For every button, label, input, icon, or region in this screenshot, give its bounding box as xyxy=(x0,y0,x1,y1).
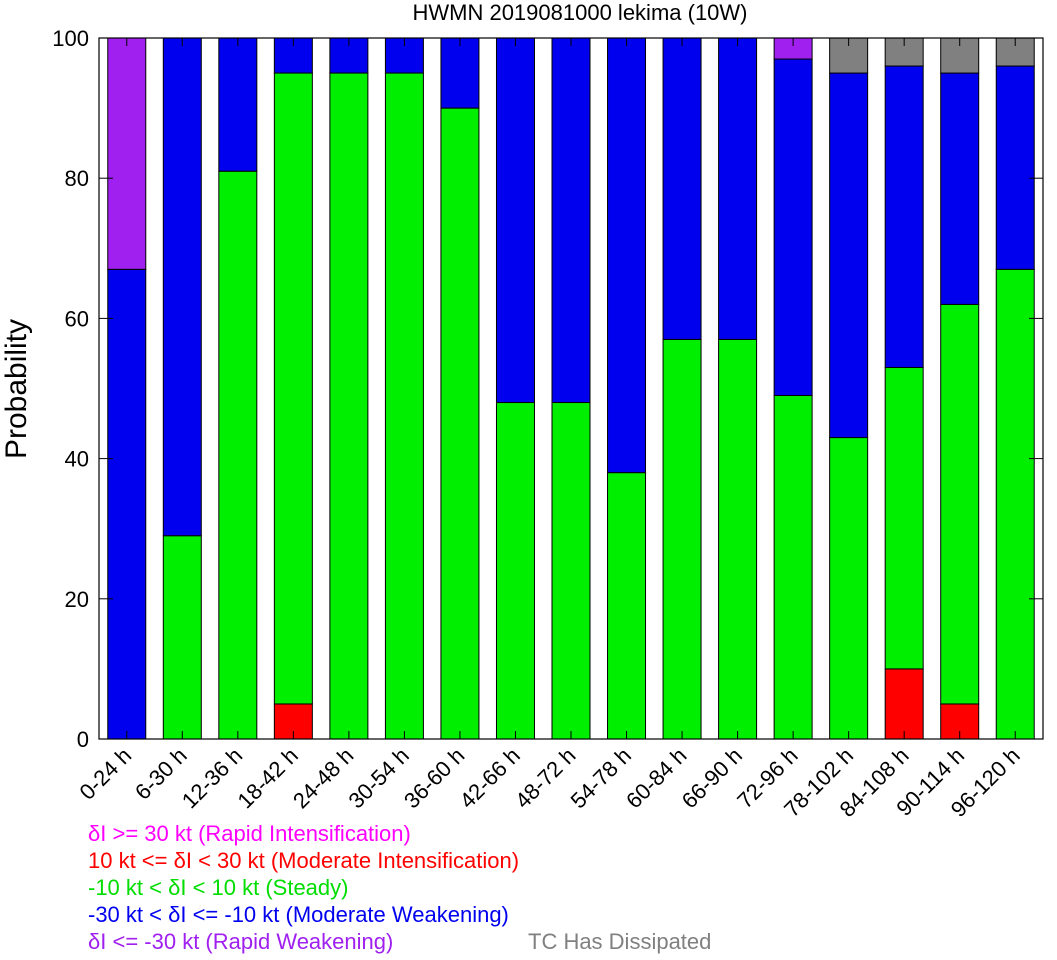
bar-segment-steady-5 xyxy=(384,72,424,740)
bar-segment-steady-16 xyxy=(995,268,1035,740)
bar-segment-steady-14 xyxy=(884,366,924,670)
chart-title: HWMN 2019081000 lekima (10W) xyxy=(412,0,747,25)
bar-segment-mod_weak-7 xyxy=(495,37,535,404)
x-tick-label-5: 30-54 h xyxy=(344,743,414,813)
bars-group xyxy=(107,37,1035,740)
y-tick-label-100: 100 xyxy=(52,26,89,51)
bar-segment-mod_weak-8 xyxy=(551,37,591,404)
bar-segment-mod_weak-5 xyxy=(384,37,424,74)
bar-segment-mod_weak-6 xyxy=(440,37,480,109)
legend-item-rapid-intensification: δI >= 30 kt (Rapid Intensification) xyxy=(88,821,411,846)
bar-segment-mod_weak-11 xyxy=(718,37,758,340)
y-tick-label-0: 0 xyxy=(77,727,89,752)
legend-item-moderate-intensification: 10 kt <= δI < 30 kt (Moderate Intensific… xyxy=(88,848,519,873)
bar-segment-steady-1 xyxy=(162,535,202,740)
legend-item-dissipated: TC Has Dissipated xyxy=(528,929,711,954)
bar-segment-mod_weak-10 xyxy=(662,37,702,340)
bar-segment-steady-3 xyxy=(273,72,313,705)
bar-segment-mod_weak-13 xyxy=(829,72,869,439)
bar-segment-mod_weak-14 xyxy=(884,65,924,368)
bar-segment-dissipated-14 xyxy=(884,37,924,67)
bar-segment-mod_weak-15 xyxy=(940,72,980,305)
bar-segment-mod_weak-9 xyxy=(607,37,647,474)
bar-segment-steady-4 xyxy=(329,72,369,740)
y-tick-label-20: 20 xyxy=(65,587,89,612)
bar-segment-mod_int-14 xyxy=(884,668,924,740)
bar-segment-mod_weak-0 xyxy=(107,268,147,740)
bar-segment-steady-2 xyxy=(218,170,258,740)
bar-segment-steady-7 xyxy=(495,402,535,740)
x-tick-label-7: 42-66 h xyxy=(455,743,525,813)
plot-frame xyxy=(98,37,1044,740)
x-tick-label-4: 24-48 h xyxy=(288,743,358,813)
bar-segment-steady-6 xyxy=(440,107,480,740)
x-tick-label-6: 36-60 h xyxy=(399,743,469,813)
y-tick-label-60: 60 xyxy=(65,306,89,331)
y-axis-label: Probability xyxy=(0,319,33,459)
bar-segment-steady-11 xyxy=(718,338,758,740)
bar-segment-steady-9 xyxy=(607,472,647,740)
bar-segment-mod_weak-16 xyxy=(995,65,1035,270)
legend: δI >= 30 kt (Rapid Intensification) 10 k… xyxy=(88,821,711,954)
bar-segment-mod_weak-2 xyxy=(218,37,258,172)
bar-segment-steady-12 xyxy=(773,395,813,740)
x-tick-label-11: 66-90 h xyxy=(677,743,747,813)
bar-segment-mod_weak-12 xyxy=(773,58,813,397)
bar-segment-mod_weak-1 xyxy=(162,37,202,537)
bar-segment-steady-15 xyxy=(940,303,980,705)
y-tick-label-80: 80 xyxy=(65,166,89,191)
bar-segment-rapid_weak-0 xyxy=(107,37,147,270)
legend-item-steady: -10 kt < δI < 10 kt (Steady) xyxy=(88,875,348,900)
x-tick-label-0: 0-24 h xyxy=(75,743,137,805)
y-tick-label-40: 40 xyxy=(65,447,89,472)
bar-segment-steady-13 xyxy=(829,437,869,740)
x-tick-label-8: 48-72 h xyxy=(510,743,580,813)
legend-item-rapid-weakening: δI <= -30 kt (Rapid Weakening) xyxy=(88,929,393,954)
x-tick-label-2: 12-36 h xyxy=(177,743,247,813)
bar-segment-steady-10 xyxy=(662,338,702,740)
legend-item-moderate-weakening: -30 kt < δI <= -10 kt (Moderate Weakenin… xyxy=(88,902,509,927)
x-tick-label-9: 54-78 h xyxy=(566,743,636,813)
x-tick-label-3: 18-42 h xyxy=(232,743,302,813)
bar-segment-steady-8 xyxy=(551,402,591,740)
x-tick-label-10: 60-84 h xyxy=(621,743,691,813)
